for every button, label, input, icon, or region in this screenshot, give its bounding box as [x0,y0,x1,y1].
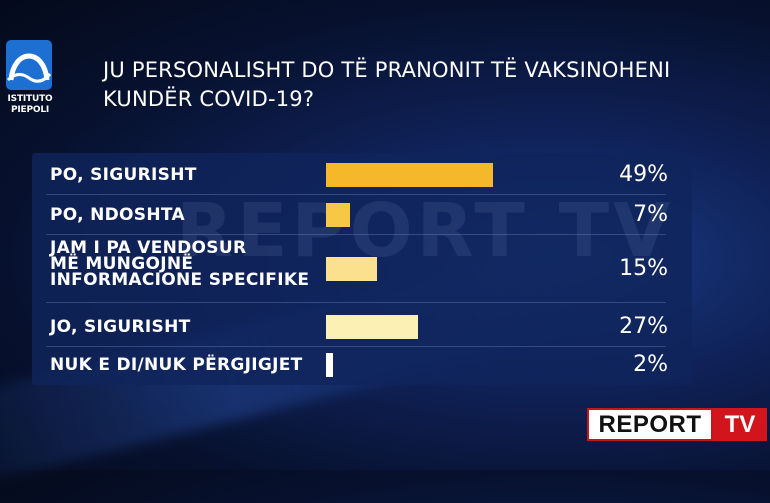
value-label: 49% [619,162,668,187]
bar [326,163,493,187]
bar-row: NUK E DI/NUK PËRGJIGJET 2% [32,350,692,380]
istituto-piepoli-logo: ISTITUTO PIEPOLI [4,40,54,120]
category-label: PO, SIGURISHT [50,165,197,185]
value-label: 27% [619,314,668,339]
brand-tv: TV [713,408,767,441]
category-label: NUK E DI/NUK PËRGJIGJET [50,355,303,375]
watermark: REPORT TV [176,188,675,274]
category-label: JAM I PA VENDOSUR MË MUNGOJNË INFORMACIO… [50,238,310,290]
row-separator [46,302,666,303]
bar-row: PO, SIGURISHT 49% [32,160,692,190]
logo-line-2: PIEPOLI [10,105,50,115]
bar-row: JAM I PA VENDOSUR MË MUNGOJNË INFORMACIO… [32,240,692,298]
report-tv-brand: REPORT TV [587,408,767,441]
chart-title: JU PERSONALISHT DO TË PRANONIT TË VAKSIN… [103,58,671,111]
category-label: JO, SIGURISHT [50,317,191,337]
arch-wave-icon [6,40,52,90]
value-label: 7% [633,202,668,227]
brand-report: REPORT [587,408,713,441]
row-separator [46,234,666,235]
row-separator [46,194,666,195]
bar-row: PO, NDOSHTA 7% [32,200,692,230]
bar-row: JO, SIGURISHT 27% [32,312,692,342]
logo-line-1: ISTITUTO [7,94,53,104]
bar [326,315,418,339]
bar [326,203,350,227]
bar [326,353,333,377]
value-label: 2% [633,352,668,377]
value-label: 15% [619,256,668,281]
row-separator [46,346,666,347]
bar [326,257,377,281]
category-label: PO, NDOSHTA [50,205,185,225]
